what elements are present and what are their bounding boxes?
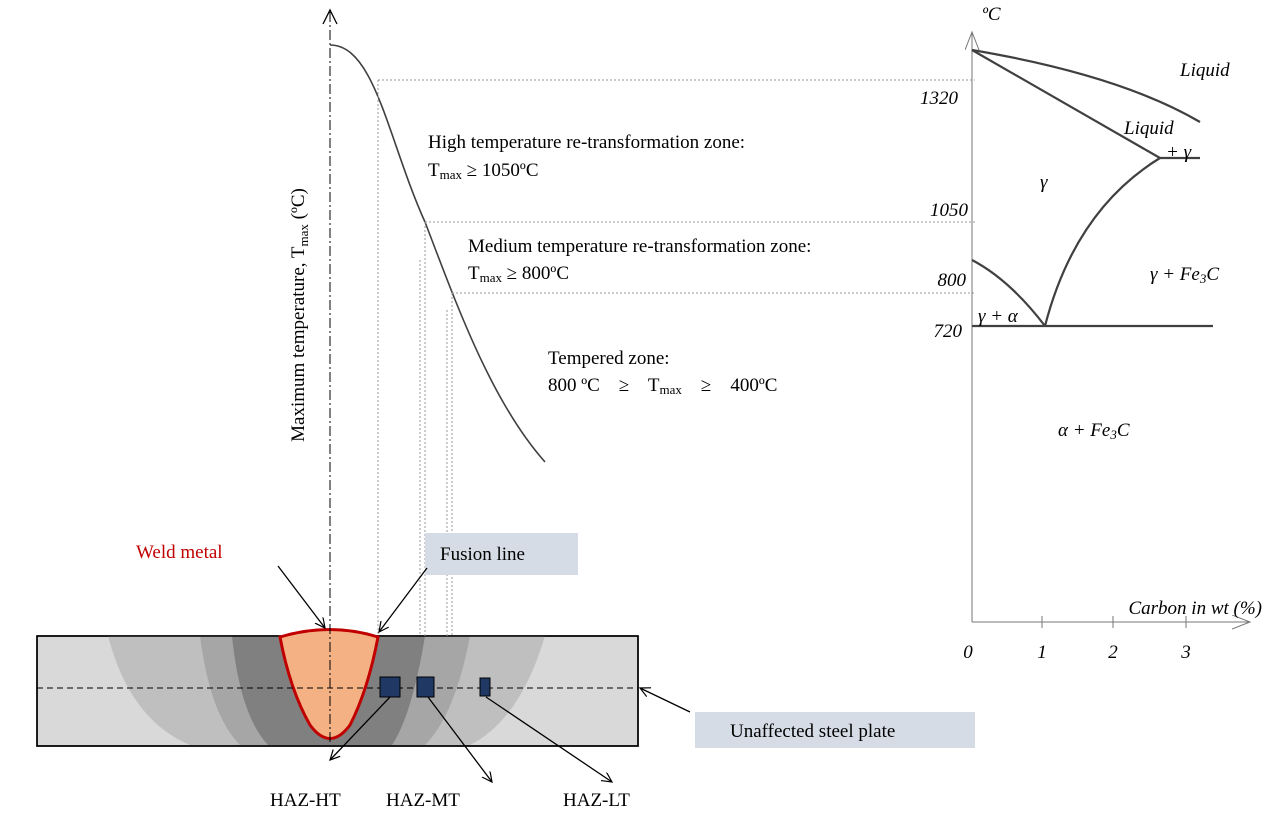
region-label: Liquid: [1179, 60, 1230, 81]
zone-title: Tempered zone:: [548, 348, 670, 369]
y-label: 1320: [920, 88, 959, 109]
cond-lead: T: [428, 160, 440, 181]
zone-condition: 800 ºC ≥ Tmax ≥ 400ºC: [548, 375, 777, 397]
unaffected-box: [695, 712, 975, 748]
y-label: 1050: [930, 200, 969, 221]
projection-lines: [377, 80, 453, 636]
region-rest: C: [1117, 420, 1130, 441]
cond-rest: ≥ 800ºC: [502, 263, 569, 284]
haz-lt-arrow: [485, 696, 612, 782]
weld-metal-label: Weld metal: [136, 542, 223, 563]
region-sub: 3: [1109, 427, 1117, 442]
cond-sub: max: [480, 270, 503, 285]
x-ticks: [1041, 616, 1187, 628]
label-sub: max: [296, 224, 311, 247]
a3-line: [971, 259, 1046, 327]
weld-arrow: [277, 565, 325, 628]
level-lines: [378, 79, 975, 294]
x-tick-label: 3: [1180, 642, 1191, 663]
x-tick-label: 2: [1108, 642, 1118, 663]
haz-label: HAZ-HT: [270, 790, 341, 811]
haz-label: HAZ-MT: [386, 790, 460, 811]
axis-arrow: [322, 8, 338, 25]
haz-label: HAZ-LT: [563, 790, 630, 811]
zone-condition: Tmax ≥ 1050ºC: [428, 160, 539, 182]
cond-lead: T: [468, 263, 480, 284]
region-lead: α + Fe: [1058, 420, 1110, 441]
label-main: Maximum temperature, T: [288, 246, 309, 442]
region-label: Liquid: [1123, 118, 1174, 139]
acm-line: [1043, 157, 1161, 327]
cond-rest: ≥ 1050ºC: [462, 160, 539, 181]
region-label: γ: [1040, 172, 1048, 193]
y-label: 720: [934, 321, 963, 342]
haz-mt-arrow: [427, 696, 492, 782]
region-sub: 3: [1199, 271, 1207, 286]
region-lead: γ + Fe: [1150, 264, 1200, 285]
y-unit: ºC: [982, 4, 1001, 25]
label-unit: (ºC): [288, 188, 309, 224]
cond-lead: 800 ºC ≥ T: [548, 375, 660, 396]
cond-rest: ≥ 400ºC: [682, 375, 778, 396]
zone-title: High temperature re-transformation zone:: [428, 132, 745, 153]
y-axis-label: Maximum temperature, Tmax (ºC): [288, 188, 311, 442]
region-label: γ + Fe3C: [1150, 264, 1219, 286]
unaffected-arrow: [640, 688, 691, 713]
liquidus: [971, 48, 1201, 123]
weld-bead: [278, 628, 380, 740]
cond-sub: max: [440, 167, 463, 182]
sample-lt: [479, 677, 491, 697]
region-label: α + Fe3C: [1058, 420, 1130, 442]
sample-mt: [416, 676, 435, 698]
y-label: 800: [938, 270, 967, 291]
fusion-label: Fusion line: [440, 544, 525, 565]
x-label: Carbon in wt (%): [1128, 598, 1262, 619]
x-tick-label: 0: [963, 642, 973, 663]
region-label: + γ: [1166, 142, 1192, 163]
zone-title: Medium temperature re-transformation zon…: [468, 236, 811, 257]
x-tick-label: 1: [1037, 642, 1047, 663]
haz-ht-arrow: [330, 696, 391, 760]
fusion-arrow: [379, 567, 428, 632]
fusion-box: [425, 533, 578, 575]
unaffected-label: Unaffected steel plate: [730, 721, 895, 742]
region-rest: C: [1206, 264, 1219, 285]
zone-condition: Tmax ≥ 800ºC: [468, 263, 569, 285]
region-label: γ + α: [978, 306, 1019, 327]
sample-ht: [379, 676, 401, 698]
cond-sub: max: [660, 382, 683, 397]
